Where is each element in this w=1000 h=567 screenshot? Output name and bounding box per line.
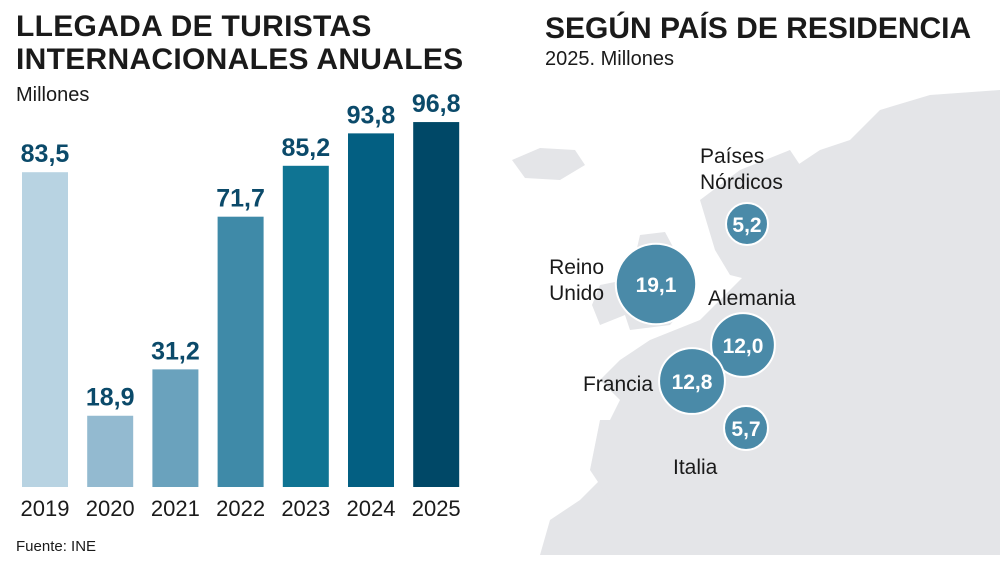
bar-value-label: 93,8 xyxy=(347,101,396,129)
bubble-value: 12,8 xyxy=(672,371,713,394)
bubble-value: 5,7 xyxy=(731,418,760,441)
bubble-country-label: Reino xyxy=(549,256,604,279)
bar-chart-subtitle: Millones xyxy=(16,84,90,106)
bar-value-label: 83,5 xyxy=(21,140,70,168)
map-title: SEGÚN PAÍS DE RESIDENCIA xyxy=(545,12,972,45)
x-tick-label: 2025 xyxy=(412,496,461,521)
bar-value-label: 31,2 xyxy=(151,337,200,365)
map-iceland xyxy=(512,148,585,180)
bubble-value: 5,2 xyxy=(732,214,761,237)
bubble-francia xyxy=(658,347,726,415)
bubble-países-nórdicos xyxy=(725,202,769,246)
source-note: Fuente: INE xyxy=(16,538,97,555)
x-tick-label: 2024 xyxy=(347,496,396,521)
bar-value-label: 71,7 xyxy=(216,185,265,213)
bubble-reino-unido xyxy=(614,242,698,326)
bar-2019 xyxy=(22,172,68,487)
x-tick-label: 2022 xyxy=(216,496,265,521)
bubble-alemania xyxy=(710,312,776,378)
bar-2020 xyxy=(87,415,134,487)
bubble-country-label: Alemania xyxy=(708,287,796,310)
bubble-italia xyxy=(723,405,769,451)
bubble-country-label: Países xyxy=(700,145,764,168)
x-tick-label: 2023 xyxy=(281,496,330,521)
map-subtitle: 2025. Millones xyxy=(545,48,674,70)
bubble-country-label: Francia xyxy=(583,373,653,396)
bubble-country-label: Italia xyxy=(673,456,718,479)
bar-2022 xyxy=(217,216,264,488)
bar-value-label: 96,8 xyxy=(412,90,461,118)
bar-value-label: 85,2 xyxy=(281,134,330,162)
bar-2024 xyxy=(348,133,394,487)
bubble-country-label: Unido xyxy=(549,282,604,305)
bar-value-label: 18,9 xyxy=(86,384,135,412)
x-tick-label: 2019 xyxy=(21,496,70,521)
bar-2023 xyxy=(282,165,329,487)
bar-chart-title: LLEGADA DE TURISTAS INTERNACIONALES ANUA… xyxy=(16,10,464,76)
x-tick-label: 2020 xyxy=(86,496,135,521)
bubble-value: 19,1 xyxy=(636,274,677,297)
bubble-country-label: Nórdicos xyxy=(700,171,783,194)
bar-2025 xyxy=(413,122,460,488)
bubble-value: 12,0 xyxy=(723,335,764,358)
x-tick-label: 2021 xyxy=(151,496,200,521)
bar-2021 xyxy=(152,369,199,487)
map-iberia xyxy=(590,420,670,500)
